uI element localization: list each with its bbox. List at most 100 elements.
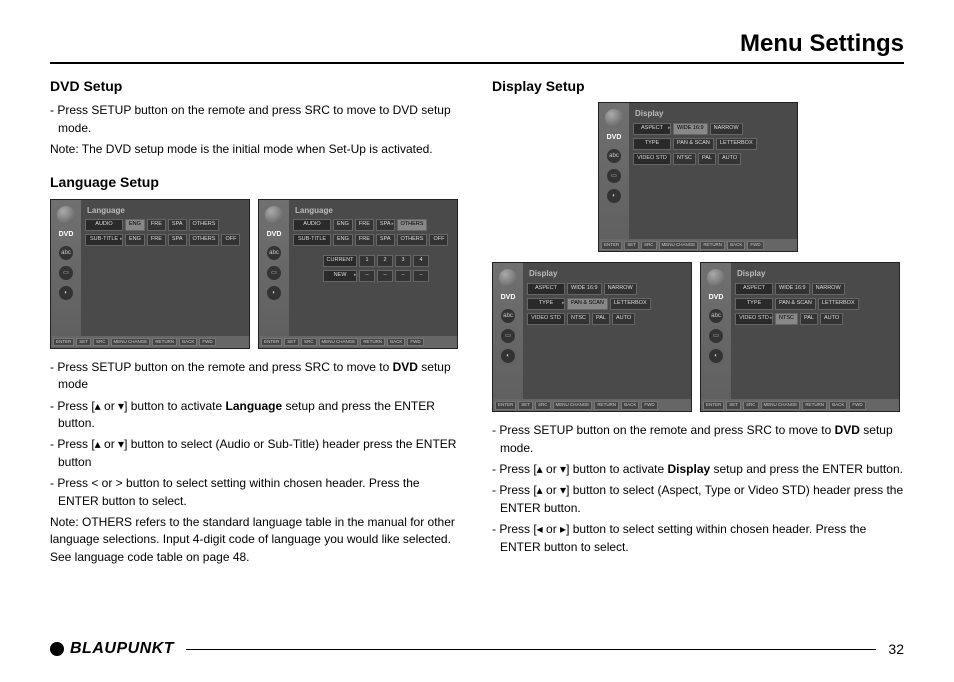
f-src[interactable]: SRC [93,338,109,347]
aspect-wide[interactable]: WIDE 16:9 [775,283,810,295]
aspect-narrow[interactable]: NARROW [604,283,637,295]
f-menu[interactable]: MENU CHANGE [553,401,593,410]
f-src[interactable]: SRC [535,401,551,410]
video-pal[interactable]: PAL [592,313,610,325]
f-src[interactable]: SRC [301,338,317,347]
f-back[interactable]: BACK [387,338,405,347]
f-enter[interactable]: ENTER [495,401,516,410]
audio-others[interactable]: OTHERS [189,219,220,231]
video-auto[interactable]: AUTO [718,153,741,165]
side-label: DVD [59,230,74,240]
lang-step-2: - Press [ or ] button to activate Langua… [50,398,462,433]
type-label: TYPE [633,138,671,150]
audio-fre[interactable]: FRE [147,219,166,231]
f-set[interactable]: SET [76,338,91,347]
type-letter[interactable]: LETTERBOX [716,138,757,150]
cur-4: 4 [413,255,429,267]
sub-others[interactable]: OTHERS [189,234,220,246]
aspect-narrow[interactable]: NARROW [812,283,845,295]
sub-fre[interactable]: FRE [147,234,166,246]
sub-fre[interactable]: FRE [355,234,374,246]
f-fwd[interactable]: FWD [641,401,657,410]
abc-icon: abc [501,309,515,323]
video-ntsc[interactable]: NTSC [567,313,590,325]
f-enter[interactable]: ENTER [703,401,724,410]
f-back[interactable]: BACK [727,241,745,250]
audio-fre[interactable]: FRE [355,219,374,231]
f-return[interactable]: RETURN [594,401,619,410]
lang-step-3: - Press [ or ] button to select (Audio o… [50,436,462,471]
f-menu[interactable]: MENU CHANGE [761,401,801,410]
sub-off[interactable]: OFF [221,234,240,246]
f-fwd[interactable]: FWD [199,338,215,347]
aspect-wide[interactable]: WIDE 16:9 [567,283,602,295]
type-pan[interactable]: PAN & SCAN [567,298,608,310]
lang-step-1: - Press SETUP button on the remote and p… [50,359,462,394]
f-fwd[interactable]: FWD [747,241,763,250]
video-pal[interactable]: PAL [800,313,818,325]
f-src[interactable]: SRC [641,241,657,250]
audio-spa[interactable]: SPA [168,219,187,231]
misc-nav-icon: ◐ [607,189,621,203]
sub-off[interactable]: OFF [429,234,448,246]
f-menu[interactable]: MENU CHANGE [659,241,699,250]
audio-eng[interactable]: ENG [333,219,353,231]
disp-step-4: - Press [ or ] button to select setting … [492,521,904,556]
video-pal[interactable]: PAL [698,153,716,165]
f-back[interactable]: BACK [179,338,197,347]
type-letter[interactable]: LETTERBOX [610,298,651,310]
f-set[interactable]: SET [726,401,741,410]
type-letter[interactable]: LETTERBOX [818,298,859,310]
brand-logo: BLAUPUNKT [50,640,174,658]
type-pan[interactable]: PAN & SCAN [673,138,714,150]
sub-spa[interactable]: SPA [376,234,395,246]
f-return[interactable]: RETURN [360,338,385,347]
f-fwd[interactable]: FWD [407,338,423,347]
audio-others[interactable]: OTHERS [397,219,428,231]
aspect-label: ASPECT [633,123,671,135]
new-4[interactable]: – [413,270,429,282]
audio-eng[interactable]: ENG [125,219,145,231]
type-pan[interactable]: PAN & SCAN [775,298,816,310]
globe-icon [265,206,283,224]
f-fwd[interactable]: FWD [849,401,865,410]
f-back[interactable]: BACK [829,401,847,410]
f-return[interactable]: RETURN [802,401,827,410]
f-enter[interactable]: ENTER [53,338,74,347]
f-return[interactable]: RETURN [700,241,725,250]
new-1[interactable]: – [359,270,375,282]
video-label: VIDEO STD [527,313,565,325]
side-label: DVD [267,230,282,240]
aspect-narrow[interactable]: NARROW [710,123,743,135]
new-2[interactable]: – [377,270,393,282]
video-auto[interactable]: AUTO [820,313,843,325]
f-set[interactable]: SET [518,401,533,410]
f-set[interactable]: SET [624,241,639,250]
f-set[interactable]: SET [284,338,299,347]
globe-icon [499,269,517,287]
sub-spa[interactable]: SPA [168,234,187,246]
video-ntsc[interactable]: NTSC [775,313,798,325]
f-menu[interactable]: MENU CHANGE [319,338,359,347]
language-screen-2: DVD abc ▭ ◐ Language AUDIO ENG FRE SPA O… [258,199,458,349]
sub-eng[interactable]: ENG [333,234,353,246]
video-auto[interactable]: AUTO [612,313,635,325]
sub-eng[interactable]: ENG [125,234,145,246]
display-screenshot-top: DVD abc ▭ ◐ Display ASPECT WIDE 16:9 NAR… [492,102,904,252]
f-menu[interactable]: MENU CHANGE [111,338,151,347]
video-ntsc[interactable]: NTSC [673,153,696,165]
f-back[interactable]: BACK [621,401,639,410]
sub-others[interactable]: OTHERS [397,234,428,246]
disp-step-1: - Press SETUP button on the remote and p… [492,422,904,457]
f-enter[interactable]: ENTER [261,338,282,347]
footer-rule [186,649,876,650]
f-return[interactable]: RETURN [152,338,177,347]
aspect-wide[interactable]: WIDE 16:9 [673,123,708,135]
screen-footer: ENTER SET SRC MENU CHANGE RETURN BACK FW… [51,336,249,348]
new-3[interactable]: – [395,270,411,282]
display-nav-icon: ▭ [267,266,281,280]
display-setup-title: Display Setup [492,76,904,96]
abc-icon: abc [709,309,723,323]
f-enter[interactable]: ENTER [601,241,622,250]
f-src[interactable]: SRC [743,401,759,410]
